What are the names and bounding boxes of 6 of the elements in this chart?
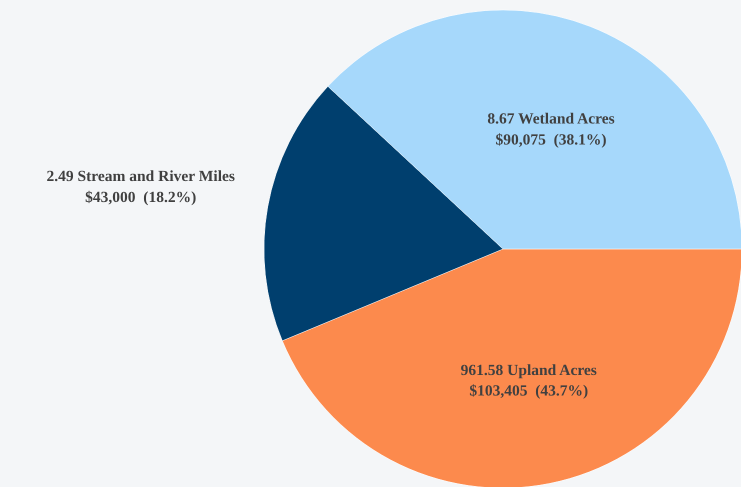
data-label: $103,405 (43.7%) [469,382,588,400]
slice-label: 8.67 Wetland Acres [487,110,615,128]
data-label: $90,075 (38.1%) [496,131,607,148]
data-label: $43,000 (18.2%) [85,188,196,206]
slice-label: 2.49 Stream and River Miles [46,168,235,186]
slice-label: 961.58 Upland Acres [460,362,597,379]
